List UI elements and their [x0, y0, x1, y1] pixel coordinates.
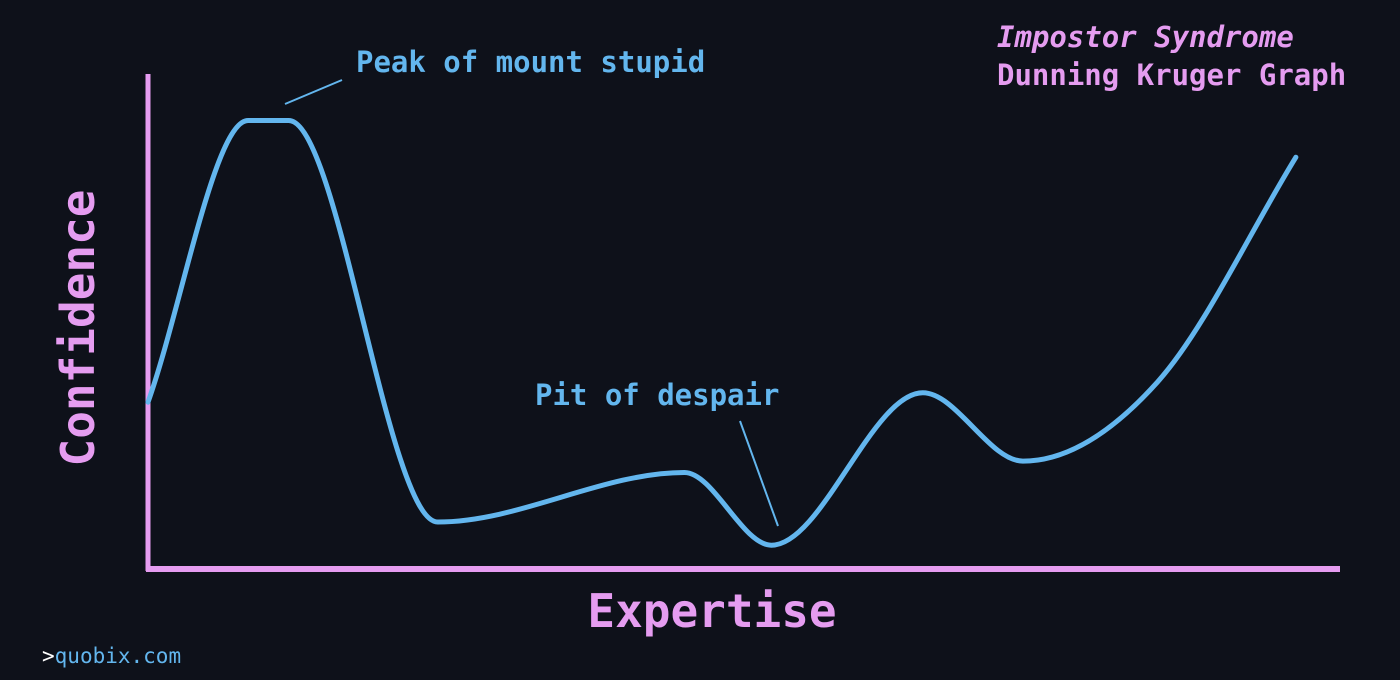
footer: >quobix.com: [42, 644, 181, 668]
chart-title-block: Impostor Syndrome Dunning Kruger Graph: [997, 18, 1346, 94]
chart-title: Impostor Syndrome: [997, 20, 1294, 54]
confidence-curve: [145, 118, 1299, 548]
prompt-glyph: >: [42, 644, 55, 668]
y-axis-label: Confidence: [51, 190, 105, 467]
footer-site-link[interactable]: quobix.com: [54, 644, 182, 668]
pit-annotation-leader: [739, 420, 779, 527]
chart-subtitle: Dunning Kruger Graph: [997, 58, 1347, 92]
peak-annotation-leader: [284, 79, 343, 105]
peak-annotation-label: Peak of mount stupid: [356, 45, 705, 79]
x-axis-label: Expertise: [587, 584, 836, 638]
pit-annotation-label: Pit of despair: [535, 378, 779, 412]
